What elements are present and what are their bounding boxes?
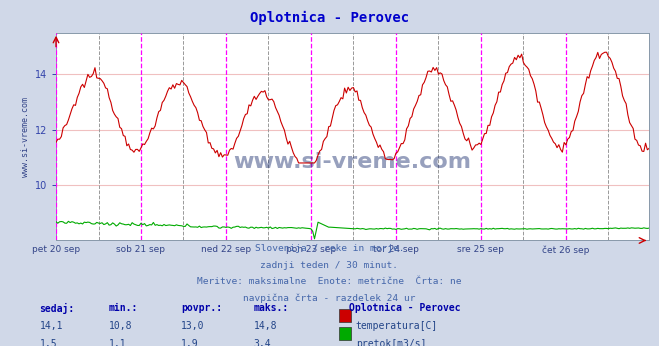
Text: www.si-vreme.com: www.si-vreme.com: [233, 152, 472, 172]
Text: temperatura[C]: temperatura[C]: [356, 321, 438, 331]
Text: 3,4: 3,4: [254, 339, 272, 346]
Text: 13,0: 13,0: [181, 321, 205, 331]
Text: 14,1: 14,1: [40, 321, 63, 331]
Text: 1,5: 1,5: [40, 339, 57, 346]
Y-axis label: www.si-vreme.com: www.si-vreme.com: [22, 97, 30, 177]
Text: povpr.:: povpr.:: [181, 303, 222, 313]
Text: navpična črta - razdelek 24 ur: navpična črta - razdelek 24 ur: [243, 294, 416, 303]
Text: 1,9: 1,9: [181, 339, 199, 346]
Text: min.:: min.:: [109, 303, 138, 313]
Text: 10,8: 10,8: [109, 321, 132, 331]
Text: maks.:: maks.:: [254, 303, 289, 313]
Text: pretok[m3/s]: pretok[m3/s]: [356, 339, 426, 346]
Text: 14,8: 14,8: [254, 321, 277, 331]
Text: zadnji teden / 30 minut.: zadnji teden / 30 minut.: [260, 261, 399, 270]
Text: sedaj:: sedaj:: [40, 303, 74, 314]
Text: Meritve: maksimalne  Enote: metrične  Črta: ne: Meritve: maksimalne Enote: metrične Črta…: [197, 277, 462, 286]
Text: Oplotnica - Perovec: Oplotnica - Perovec: [250, 10, 409, 25]
Text: Oplotnica - Perovec: Oplotnica - Perovec: [349, 303, 461, 313]
Text: Slovenija / reke in morje.: Slovenija / reke in morje.: [255, 244, 404, 253]
Text: 1,1: 1,1: [109, 339, 127, 346]
